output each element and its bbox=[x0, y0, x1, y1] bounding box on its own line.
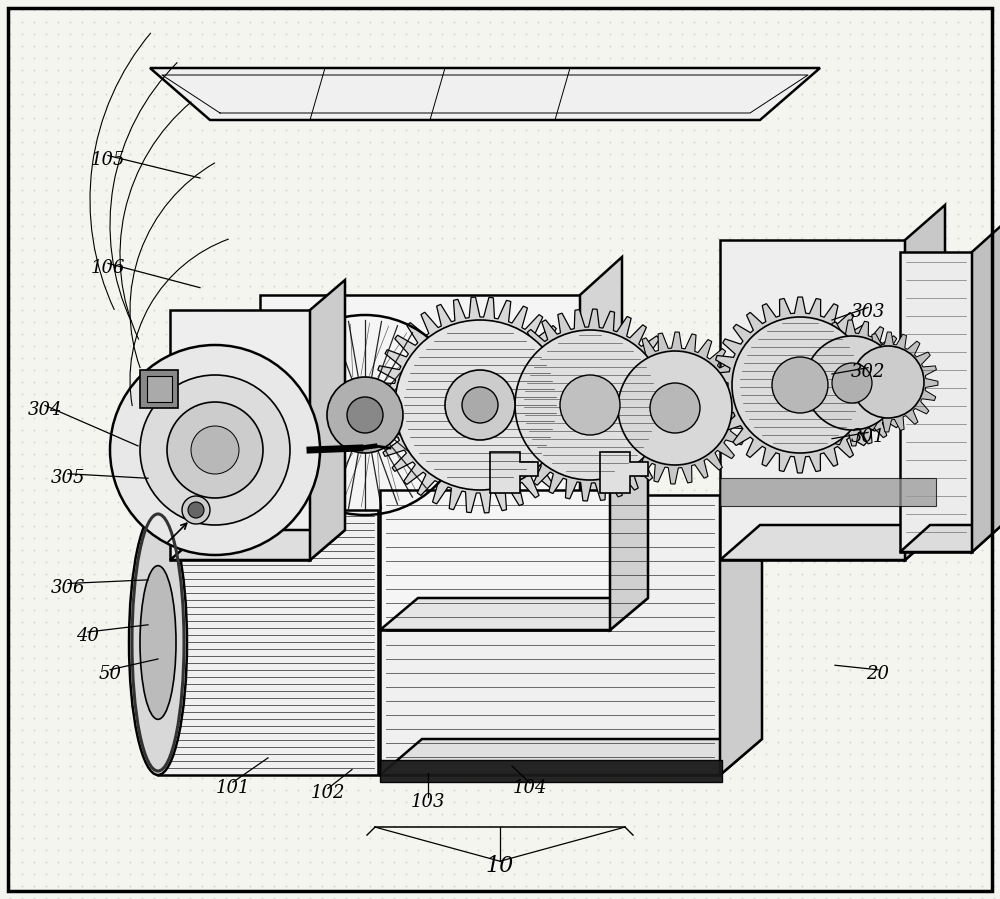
Polygon shape bbox=[900, 252, 972, 552]
Polygon shape bbox=[170, 530, 345, 560]
Circle shape bbox=[445, 370, 515, 440]
Text: 40: 40 bbox=[76, 628, 100, 645]
Polygon shape bbox=[380, 760, 722, 782]
Text: 10: 10 bbox=[486, 855, 514, 877]
Circle shape bbox=[182, 496, 210, 524]
Polygon shape bbox=[720, 478, 936, 506]
Circle shape bbox=[560, 375, 620, 435]
Text: 103: 103 bbox=[411, 793, 445, 811]
Text: 304: 304 bbox=[28, 401, 62, 419]
Text: 105: 105 bbox=[91, 151, 125, 169]
Polygon shape bbox=[380, 490, 610, 630]
Polygon shape bbox=[158, 510, 378, 775]
Circle shape bbox=[110, 345, 320, 555]
Polygon shape bbox=[372, 297, 588, 513]
Polygon shape bbox=[610, 458, 648, 630]
Polygon shape bbox=[789, 320, 915, 446]
Polygon shape bbox=[147, 376, 172, 402]
Polygon shape bbox=[260, 295, 580, 605]
Circle shape bbox=[167, 402, 263, 498]
Polygon shape bbox=[260, 567, 622, 605]
Circle shape bbox=[650, 383, 700, 433]
Circle shape bbox=[618, 351, 732, 465]
Circle shape bbox=[515, 330, 665, 480]
Polygon shape bbox=[494, 309, 686, 501]
Circle shape bbox=[732, 317, 868, 453]
Polygon shape bbox=[900, 525, 1000, 552]
Text: 102: 102 bbox=[311, 784, 345, 802]
Polygon shape bbox=[720, 459, 762, 775]
Circle shape bbox=[832, 363, 872, 403]
Text: 306: 306 bbox=[51, 579, 85, 597]
Polygon shape bbox=[310, 280, 345, 560]
Polygon shape bbox=[720, 525, 945, 560]
Polygon shape bbox=[905, 205, 945, 560]
Text: 305: 305 bbox=[51, 469, 85, 487]
Circle shape bbox=[805, 336, 899, 430]
Text: 302: 302 bbox=[851, 363, 885, 381]
Circle shape bbox=[188, 502, 204, 518]
Polygon shape bbox=[712, 297, 888, 473]
Circle shape bbox=[772, 357, 828, 413]
Circle shape bbox=[347, 397, 383, 433]
Circle shape bbox=[395, 320, 565, 490]
Text: 20: 20 bbox=[866, 665, 890, 683]
Ellipse shape bbox=[129, 510, 187, 775]
Polygon shape bbox=[972, 225, 1000, 552]
Polygon shape bbox=[150, 68, 820, 120]
Polygon shape bbox=[170, 310, 310, 560]
Polygon shape bbox=[600, 452, 648, 493]
Polygon shape bbox=[838, 332, 938, 432]
Polygon shape bbox=[380, 495, 720, 775]
Polygon shape bbox=[380, 739, 762, 775]
Circle shape bbox=[327, 377, 403, 453]
Text: 301: 301 bbox=[851, 428, 885, 446]
Text: 104: 104 bbox=[513, 779, 547, 797]
Polygon shape bbox=[490, 452, 538, 493]
Circle shape bbox=[852, 346, 924, 418]
Polygon shape bbox=[580, 257, 622, 605]
Circle shape bbox=[191, 426, 239, 474]
Polygon shape bbox=[599, 332, 751, 484]
Polygon shape bbox=[380, 598, 648, 630]
Text: 50: 50 bbox=[98, 665, 122, 683]
Polygon shape bbox=[140, 370, 178, 408]
Text: 303: 303 bbox=[851, 303, 885, 321]
Polygon shape bbox=[720, 240, 905, 560]
Text: 106: 106 bbox=[91, 259, 125, 277]
Text: 101: 101 bbox=[216, 779, 250, 797]
Circle shape bbox=[140, 375, 290, 525]
Ellipse shape bbox=[140, 565, 176, 719]
Circle shape bbox=[462, 387, 498, 423]
